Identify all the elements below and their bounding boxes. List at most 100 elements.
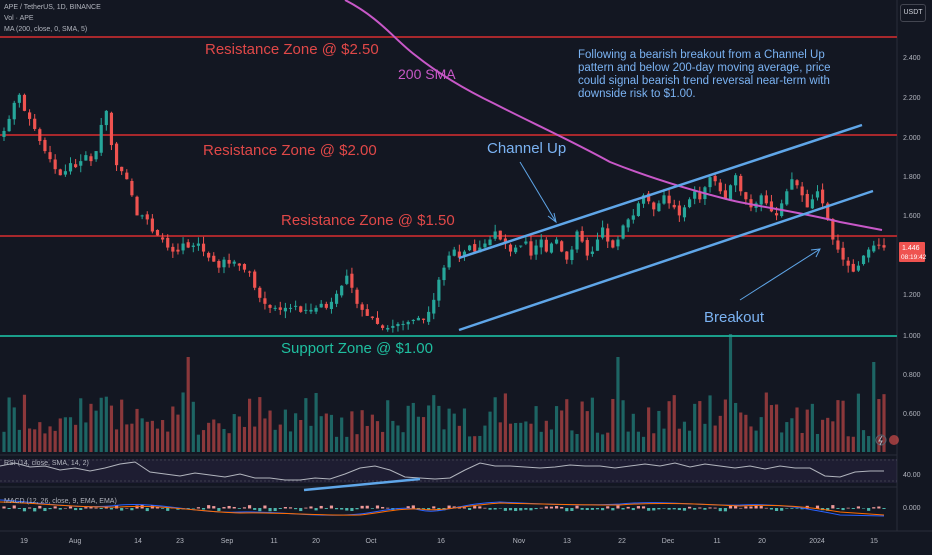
macd-hist-bar <box>846 507 850 509</box>
candle-body <box>355 289 359 304</box>
macd-hist-bar <box>340 508 344 510</box>
candle-body <box>882 245 886 248</box>
volume-bar <box>104 396 108 452</box>
volume-bar <box>698 401 702 452</box>
candle-body <box>498 230 502 240</box>
volume-bar <box>442 429 446 452</box>
candle-body <box>601 227 605 238</box>
macd-hist-bar <box>462 507 467 509</box>
macd-hist-bar <box>565 508 569 512</box>
volume-bar <box>810 403 814 452</box>
candle-body <box>120 166 124 172</box>
volume-bar <box>739 412 743 452</box>
macd-hist-bar <box>703 508 707 510</box>
sma-200-line <box>344 0 883 231</box>
volume-bar <box>831 421 835 452</box>
macd-hist-bar <box>503 508 507 511</box>
macd-hist-bar <box>406 506 410 509</box>
candle-body <box>549 243 554 253</box>
svg-text:0.000: 0.000 <box>903 505 921 512</box>
candle-body <box>237 263 241 266</box>
macd-hist-bar <box>27 507 32 509</box>
macd-hist-bar <box>861 508 866 509</box>
volume-bar <box>780 432 784 452</box>
volume-bar <box>27 428 32 452</box>
macd-hist-bar <box>145 508 149 512</box>
candle-body <box>590 251 594 254</box>
candle-body <box>657 203 661 212</box>
macd-hist-bar <box>43 508 47 512</box>
macd-hist-bar <box>626 506 630 509</box>
candle-body <box>63 171 67 175</box>
candle-body <box>350 273 354 288</box>
volume-bar <box>396 425 400 452</box>
volume-bar <box>99 397 103 452</box>
volume-bar <box>273 429 277 452</box>
channel-label: Channel Up <box>487 140 567 157</box>
macd-hist-bar <box>744 506 748 509</box>
candle-body <box>667 195 671 204</box>
volume-bar <box>334 436 339 452</box>
macd-hist-bar <box>268 508 272 512</box>
volume-bar <box>821 419 825 452</box>
candle-body <box>130 180 134 196</box>
candle-body <box>861 255 866 265</box>
candle-body <box>821 189 825 204</box>
macd-hist-bar <box>580 508 584 510</box>
macd-hist-bar <box>718 508 722 512</box>
candle-body <box>877 244 881 246</box>
candle-body <box>483 243 487 248</box>
svg-text:2.200: 2.200 <box>903 95 921 102</box>
volume-bar <box>207 422 211 452</box>
macd-hist-bar <box>109 508 114 510</box>
candle-body <box>744 192 748 200</box>
macd-hist-bar <box>53 506 57 509</box>
volume-bar <box>585 411 589 452</box>
candle-body <box>319 303 323 308</box>
volume-bar <box>232 414 236 452</box>
volume-bar <box>682 421 687 452</box>
candle-body <box>268 305 272 308</box>
macd-hist-bar <box>723 508 727 512</box>
macd-hist-bar <box>498 508 502 509</box>
time-axis-label: Sep <box>221 538 234 545</box>
macd-hist-bar <box>554 506 559 509</box>
volume-bar <box>693 403 697 452</box>
volume-bar <box>529 423 533 452</box>
candle-body <box>708 177 712 188</box>
volume-bar <box>278 424 282 452</box>
macd-hist-bar <box>483 507 487 509</box>
resistance-label-150: Resistance Zone @ $1.50 <box>281 212 455 229</box>
candle-body <box>161 237 165 240</box>
macd-hist-bar <box>355 508 359 510</box>
macd-hist-bar <box>247 505 252 509</box>
svg-text:1.800: 1.800 <box>903 174 921 181</box>
volume-bar <box>744 414 748 452</box>
volume-bar <box>309 425 313 452</box>
macd-hist-bar <box>186 508 190 509</box>
volume-bar <box>212 419 216 452</box>
candle-body <box>473 244 477 252</box>
candle-body <box>841 247 845 260</box>
flash-icon[interactable] <box>875 434 887 446</box>
currency-button[interactable]: USDT <box>900 4 926 22</box>
level-lines <box>0 36 897 337</box>
volume-bar <box>140 418 144 452</box>
candle-body <box>365 309 369 316</box>
macd-hist-bar <box>467 508 472 510</box>
rsi-line <box>0 461 884 481</box>
candle-body <box>693 191 697 199</box>
macd-hist-bar <box>647 508 651 511</box>
candle-body <box>652 202 656 210</box>
macd-hist-bar <box>749 506 753 509</box>
macd-hist-bar <box>514 508 518 512</box>
candle-body <box>488 239 492 246</box>
candle-body <box>467 245 472 251</box>
time-axis-label: Aug <box>69 538 82 545</box>
candle-body <box>304 309 308 311</box>
candle-body <box>381 325 385 328</box>
macd-hist-bar <box>278 508 282 510</box>
calendar-icon[interactable] <box>889 435 899 445</box>
volume-bar <box>611 398 615 452</box>
